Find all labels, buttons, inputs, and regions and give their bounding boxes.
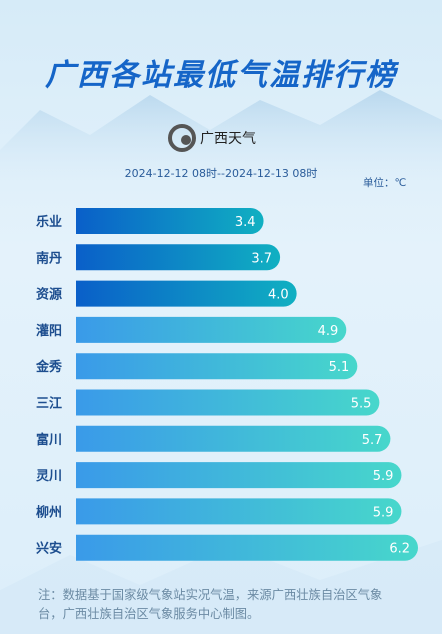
bar (76, 353, 358, 380)
value-label: 5.9 (373, 505, 394, 520)
category-label: 柳州 (36, 504, 62, 520)
logo (168, 124, 196, 152)
category-label: 兴安 (36, 541, 62, 557)
brand: 广西天气 (200, 131, 256, 147)
bar (76, 280, 297, 307)
category-label: 富川 (36, 432, 62, 448)
value-label: 5.5 (351, 397, 372, 412)
subtitle: 2024-12-12 08时--2024-12-13 08时 (125, 167, 318, 180)
value-label: 4.9 (318, 324, 339, 339)
value-label: 3.4 (235, 215, 256, 230)
bar (76, 316, 347, 343)
bar (76, 498, 402, 525)
bar (76, 208, 264, 234)
category-label: 南丹 (36, 250, 62, 266)
bar (76, 534, 418, 561)
bar (76, 462, 402, 489)
unit: 单位：℃ (363, 176, 406, 189)
chart-title: 广西各站最低气温排行榜 (45, 58, 400, 93)
category-label: 三江 (36, 396, 62, 412)
value-label: 4.0 (268, 288, 289, 303)
value-label: 5.9 (373, 469, 394, 484)
category-label: 乐业 (36, 214, 62, 230)
value-label: 6.2 (389, 542, 410, 557)
bar (76, 244, 281, 271)
category-label: 灵川 (36, 469, 62, 484)
category-label: 资源 (36, 287, 62, 303)
value-label: 5.1 (329, 360, 350, 375)
category-label: 灌阳 (36, 323, 62, 339)
value-label: 3.7 (251, 251, 272, 266)
value-label: 5.7 (362, 433, 383, 448)
mountains (0, 90, 442, 200)
note: 注：数据基于国家级气象站实况气温，来源广西壮族自治区气象台，广西壮族自治区气象服… (38, 588, 383, 621)
category-label: 金秀 (35, 359, 63, 375)
bar (76, 425, 391, 452)
mountains (0, 540, 442, 634)
bar (76, 389, 380, 416)
